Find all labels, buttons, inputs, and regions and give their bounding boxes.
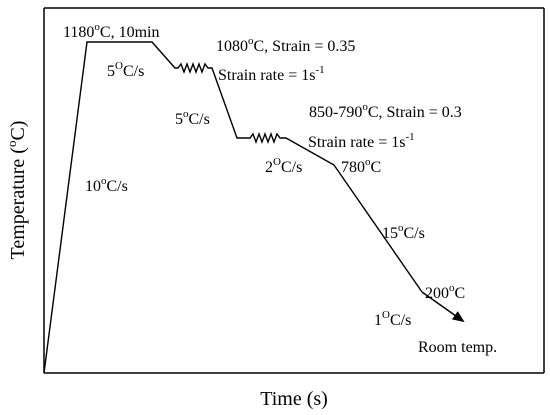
x-axis-label: Time (s) xyxy=(260,388,328,410)
cooling-rate-2-label: 5oC/s xyxy=(175,108,210,128)
cooling-rate-5-label: 1OC/s xyxy=(374,309,411,329)
cooling-rate-4-label: 15oC/s xyxy=(382,222,425,242)
strain-rate-label-1: Strain rate = 1s-1 xyxy=(218,64,325,84)
process-path xyxy=(43,41,423,374)
pass1-label: 1080oC, Strain = 0.35 xyxy=(216,35,355,55)
strain-rate-label-2: Strain rate = 1s-1 xyxy=(308,131,415,151)
room-temp-label: Room temp. xyxy=(418,339,497,356)
finish-temp-label: 780oC xyxy=(341,156,381,176)
room-temp-arrow xyxy=(421,291,465,323)
heating-rate-label: 10oC/s xyxy=(85,175,128,195)
y-axis-label: Temperature (oC) xyxy=(4,121,29,260)
pass2-label: 850-790oC, Strain = 0.3 xyxy=(309,101,462,121)
cooling-rate-1-label: 5OC/s xyxy=(107,60,144,80)
cooling-rate-3-label: 2OC/s xyxy=(265,156,302,176)
coiling-temp-label: 200oC xyxy=(425,282,465,302)
soak-label: 1180oC, 10min xyxy=(63,21,159,41)
